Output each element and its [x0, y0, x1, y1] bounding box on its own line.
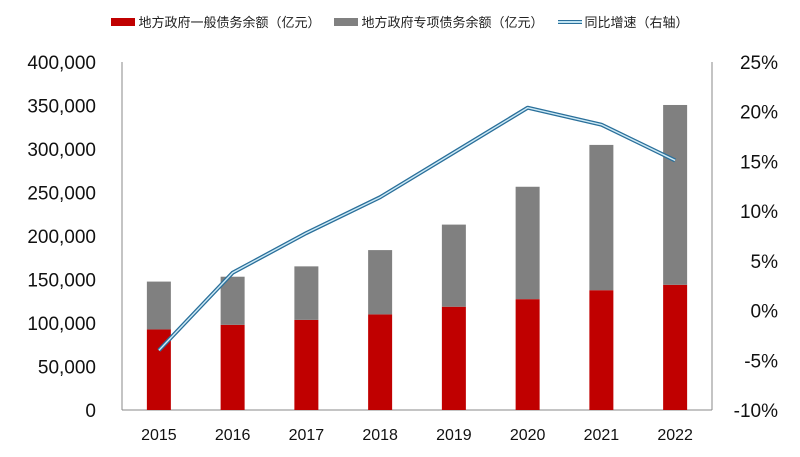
legend-swatch [334, 17, 359, 26]
bar-general-debt-2018 [368, 314, 393, 410]
left-tick-label: 250,000 [27, 184, 96, 205]
bar-general-debt-2019 [441, 306, 466, 410]
x-tick-label: 2015 [141, 427, 177, 444]
bar-special-debt-2019 [441, 224, 466, 307]
legend-label: 地方政府一般债务余额（亿元） [138, 16, 321, 31]
bar-special-debt-2017 [294, 266, 319, 320]
right-tick-label: 15% [740, 152, 778, 173]
x-tick-label: 2022 [657, 427, 693, 444]
x-tick-label: 2018 [362, 427, 398, 444]
legend-swatch [557, 19, 582, 24]
left-tick-label: 50,000 [38, 358, 96, 379]
bar-general-debt-2016 [220, 324, 245, 410]
x-tick-label: 2019 [436, 427, 472, 444]
bar-general-debt-2020 [515, 299, 540, 410]
bar-general-debt-2022 [663, 284, 688, 410]
legend-item-growth: 同比增速（右轴） [557, 12, 689, 31]
bar-special-debt-2021 [589, 144, 614, 291]
right-tick-label: 20% [740, 103, 778, 124]
legend-label: 地方政府专项债务余额（亿元） [361, 16, 544, 31]
bar-special-debt-2018 [368, 250, 393, 315]
bar-general-debt-2017 [294, 319, 319, 410]
legend-label: 同比增速（右轴） [584, 16, 689, 31]
left-tick-label: 0 [85, 401, 96, 422]
left-tick-label: 150,000 [27, 271, 96, 292]
bar-general-debt-2021 [589, 290, 614, 410]
left-tick-label: 200,000 [27, 227, 96, 248]
legend-item-special-debt: 地方政府专项债务余额（亿元） [334, 12, 544, 31]
legend-swatch [111, 17, 136, 26]
bar-special-debt-2020 [515, 186, 540, 300]
left-tick-label: 400,000 [27, 53, 96, 74]
left-tick-label: 300,000 [27, 140, 96, 161]
legend-item-general-debt: 地方政府一般债务余额（亿元） [111, 12, 320, 31]
legend: 地方政府一般债务余额（亿元） 地方政府专项债务余额（亿元） 同比增速（右轴） [0, 12, 800, 31]
right-tick-label: 25% [740, 53, 778, 74]
bar-special-debt-2016 [220, 276, 245, 325]
x-tick-label: 2017 [289, 427, 325, 444]
x-tick-label: 2020 [510, 427, 546, 444]
bar-special-debt-2015 [146, 281, 171, 330]
left-tick-label: 350,000 [27, 97, 96, 118]
right-tick-label: 10% [740, 202, 778, 223]
right-tick-label: 5% [751, 252, 779, 273]
right-tick-label: 0% [751, 302, 779, 323]
bar-special-debt-2022 [663, 104, 688, 285]
right-tick-label: -10% [734, 401, 778, 422]
right-tick-label: -5% [744, 351, 778, 372]
growth-line-inner [158, 107, 676, 351]
left-tick-label: 100,000 [27, 314, 96, 335]
x-tick-label: 2016 [215, 427, 251, 444]
x-tick-label: 2021 [584, 427, 620, 444]
